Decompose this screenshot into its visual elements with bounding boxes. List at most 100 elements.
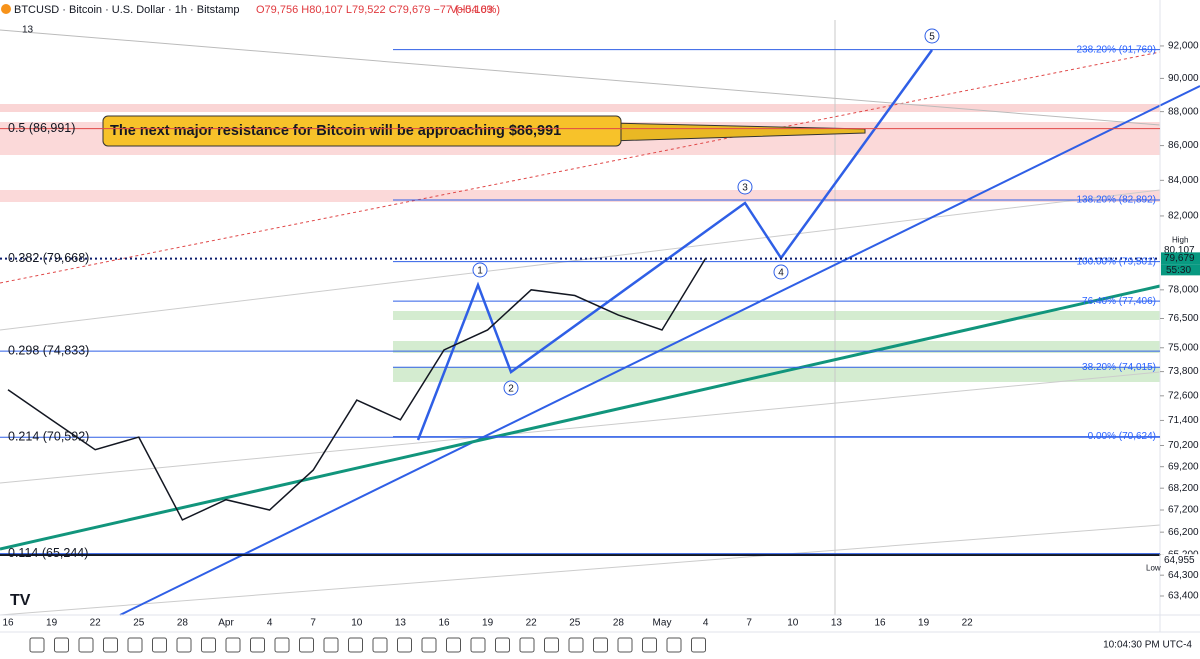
last-value: 79,679 xyxy=(1164,253,1195,264)
callout-text: The next major resistance for Bitcoin wi… xyxy=(110,123,561,139)
resistance-band xyxy=(0,104,1160,112)
tool-icon[interactable] xyxy=(152,637,167,653)
x-tick-label: May xyxy=(653,618,672,629)
y-tick-label: 63,400 xyxy=(1168,591,1199,602)
x-tick-label: 10 xyxy=(351,618,363,629)
trend-line xyxy=(119,85,1200,616)
trend-line xyxy=(0,51,1161,284)
tool-icon[interactable] xyxy=(519,637,535,653)
x-tick-label: 4 xyxy=(703,618,709,629)
x-tick-label: 4 xyxy=(267,618,273,629)
tool-icon[interactable] xyxy=(54,637,69,653)
y-tick-label: 72,600 xyxy=(1168,390,1199,401)
tool-icon[interactable] xyxy=(470,637,486,653)
tool-icon[interactable] xyxy=(103,637,118,653)
tool-icon[interactable] xyxy=(446,637,461,653)
fib-label: 0.382 (79,668) xyxy=(8,251,89,265)
trend-line xyxy=(0,524,1161,616)
y-tick-label: 84,000 xyxy=(1168,175,1199,186)
fib-label: 0.5 (86,991) xyxy=(8,121,75,135)
y-tick-label: 75,000 xyxy=(1168,342,1199,353)
tool-icon[interactable] xyxy=(691,637,706,653)
support-band xyxy=(393,341,1160,353)
x-tick-label: 13 xyxy=(831,618,843,629)
x-tick-label: 25 xyxy=(133,618,145,629)
clock: 10:04:30 PM UTC-4 xyxy=(1103,640,1192,651)
y-tick-label: 68,200 xyxy=(1168,483,1199,494)
callout-box xyxy=(102,115,622,147)
trend-line xyxy=(0,284,1161,551)
tool-icon[interactable] xyxy=(348,637,363,653)
high-tag xyxy=(1161,244,1200,257)
header xyxy=(0,0,1200,20)
wave-marker xyxy=(503,380,519,396)
symbol-icon xyxy=(1,4,11,14)
tool-icon[interactable] xyxy=(372,637,388,653)
resistance-band xyxy=(0,190,1160,202)
volume: Vol54.63 xyxy=(450,4,493,16)
x-tick-label: 7 xyxy=(746,618,752,629)
y-tick-label: 92,000 xyxy=(1168,41,1199,52)
tool-icon[interactable] xyxy=(274,637,290,653)
tool-icon[interactable] xyxy=(642,637,657,653)
y-tick-label: 82,000 xyxy=(1168,211,1199,222)
countdown: 55:30 xyxy=(1166,265,1191,276)
elliott-wave xyxy=(416,49,934,441)
wave-label: 5 xyxy=(929,32,935,43)
support-band xyxy=(393,367,1160,382)
symbol: BTCUSD · Bitcoin · U.S. Dollar · 1h · Bi… xyxy=(14,4,240,16)
high-tag: High xyxy=(1172,236,1188,245)
trend-line xyxy=(0,189,1161,331)
tool-icon[interactable] xyxy=(250,637,265,653)
tool-icon[interactable] xyxy=(225,637,241,653)
ohlc: O79,756 H80,107 L79,522 C79,679 −77 (−0.… xyxy=(256,4,500,16)
trend-line xyxy=(0,29,1161,126)
fib-label: 238.20% (91,769) xyxy=(1076,44,1156,55)
x-tick-label: 19 xyxy=(482,618,494,629)
drawings: The next major resistance for Bitcoin wi… xyxy=(0,20,1200,616)
fib-label: 0.298 (74,833) xyxy=(8,343,89,357)
fib-label: 38.20% (74,015) xyxy=(1082,362,1156,373)
wave-label: 1 xyxy=(477,266,483,277)
tool-icon[interactable] xyxy=(495,637,510,653)
tool-icon[interactable] xyxy=(593,637,608,653)
x-tick-label: 16 xyxy=(874,618,886,629)
tool-icon[interactable] xyxy=(201,637,216,653)
y-tick-label: 78,000 xyxy=(1168,284,1199,295)
tool-icon[interactable] xyxy=(299,637,314,653)
low-tag xyxy=(1161,554,1200,567)
tool-icon[interactable] xyxy=(544,637,559,653)
logo: TV xyxy=(10,592,31,609)
y-tick-label: 67,200 xyxy=(1168,505,1199,516)
y-tick-label: 73,800 xyxy=(1168,366,1199,377)
low-value: 64,955 xyxy=(1164,555,1195,566)
tool-icon[interactable] xyxy=(78,637,94,653)
trend-line xyxy=(0,371,1161,484)
tool-icon[interactable] xyxy=(617,637,633,653)
tool-icon[interactable] xyxy=(127,637,143,653)
fib-label: 0.114 (65,244) xyxy=(8,546,88,560)
x-tick-label: 16 xyxy=(438,618,450,629)
x-tick-label: 13 xyxy=(395,618,407,629)
support-band xyxy=(393,311,1160,320)
tool-icon[interactable] xyxy=(568,637,584,653)
x-tick-label: 10 xyxy=(787,618,799,629)
x-tick-label: 19 xyxy=(46,618,58,629)
wave-marker xyxy=(924,28,940,44)
wave-marker xyxy=(472,262,488,278)
tool-icon[interactable] xyxy=(397,637,412,653)
y-tick-label: 66,200 xyxy=(1168,527,1199,538)
x-tick-label: 19 xyxy=(918,618,930,629)
x-tick-label: 16 xyxy=(2,618,14,629)
x-tick-label: 28 xyxy=(613,618,625,629)
tool-icon[interactable] xyxy=(176,637,192,653)
x-tick-label: 7 xyxy=(310,618,316,629)
tool-icon[interactable] xyxy=(421,637,437,653)
fib-label: 100.00% (79,501) xyxy=(1076,256,1156,267)
tool-icon[interactable] xyxy=(323,637,339,653)
indicator-count: 13 xyxy=(22,25,34,36)
tool-icon[interactable] xyxy=(666,637,682,653)
tool-icon[interactable] xyxy=(29,637,45,653)
